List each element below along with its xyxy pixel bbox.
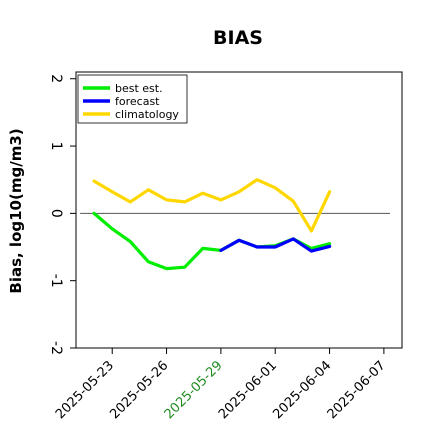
legend-label-1: best est. [115,82,163,95]
legend-label-3: climatology [115,108,179,121]
y-tick-label: 1 [48,142,64,151]
legend-label-2: forecast [115,95,160,108]
series-line-2 [219,237,332,253]
y-tick-label: -1 [48,274,64,288]
chart-title: BIAS [213,27,263,49]
x-axis: 2025-05-232025-05-262025-05-292025-06-01… [53,348,389,422]
y-tick-label: 0 [48,209,64,218]
series-layer [92,178,332,271]
y-tick-label: 2 [48,74,64,83]
y-tick-label: -2 [48,341,64,355]
x-tick-label: 2025-06-07 [325,358,389,422]
series-line-3 [92,178,332,233]
y-axis-label: Bias, log10(mg/m3) [7,128,25,293]
y-axis: -2 -1 0 1 2 [48,74,76,355]
plot-frame [75,71,403,349]
